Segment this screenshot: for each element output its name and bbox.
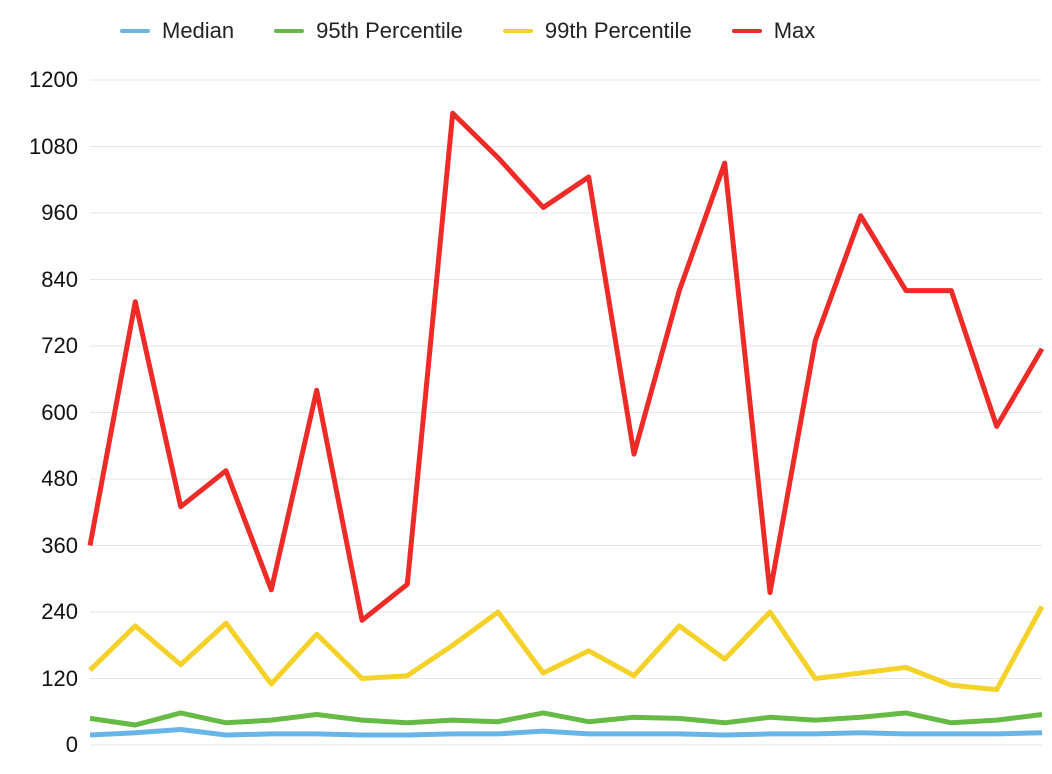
y-tick-label: 960 <box>0 200 78 226</box>
series-p95 <box>90 713 1042 725</box>
y-tick-label: 840 <box>0 267 78 293</box>
max-swatch <box>732 29 762 33</box>
series-median <box>90 730 1042 736</box>
series-p99 <box>90 607 1042 690</box>
legend-label: Max <box>774 18 816 44</box>
y-tick-label: 480 <box>0 466 78 492</box>
median-swatch <box>120 29 150 33</box>
y-tick-label: 360 <box>0 533 78 559</box>
legend-label: 95th Percentile <box>316 18 463 44</box>
legend-label: 99th Percentile <box>545 18 692 44</box>
series-max <box>90 113 1042 620</box>
y-tick-label: 0 <box>0 732 78 758</box>
y-tick-label: 1080 <box>0 134 78 160</box>
chart-container: Median95th Percentile99th PercentileMax … <box>0 0 1052 774</box>
y-tick-label: 1200 <box>0 67 78 93</box>
line-chart <box>0 0 1052 774</box>
legend-item-max[interactable]: Max <box>732 18 816 44</box>
y-tick-label: 120 <box>0 666 78 692</box>
legend-label: Median <box>162 18 234 44</box>
legend-item-p95[interactable]: 95th Percentile <box>274 18 463 44</box>
y-tick-label: 240 <box>0 599 78 625</box>
legend-item-p99[interactable]: 99th Percentile <box>503 18 692 44</box>
y-tick-label: 720 <box>0 333 78 359</box>
p95-swatch <box>274 29 304 33</box>
p99-swatch <box>503 29 533 33</box>
y-tick-label: 600 <box>0 400 78 426</box>
legend-item-median[interactable]: Median <box>120 18 234 44</box>
legend: Median 95th Percentile 99th Percentile Max <box>120 18 992 44</box>
